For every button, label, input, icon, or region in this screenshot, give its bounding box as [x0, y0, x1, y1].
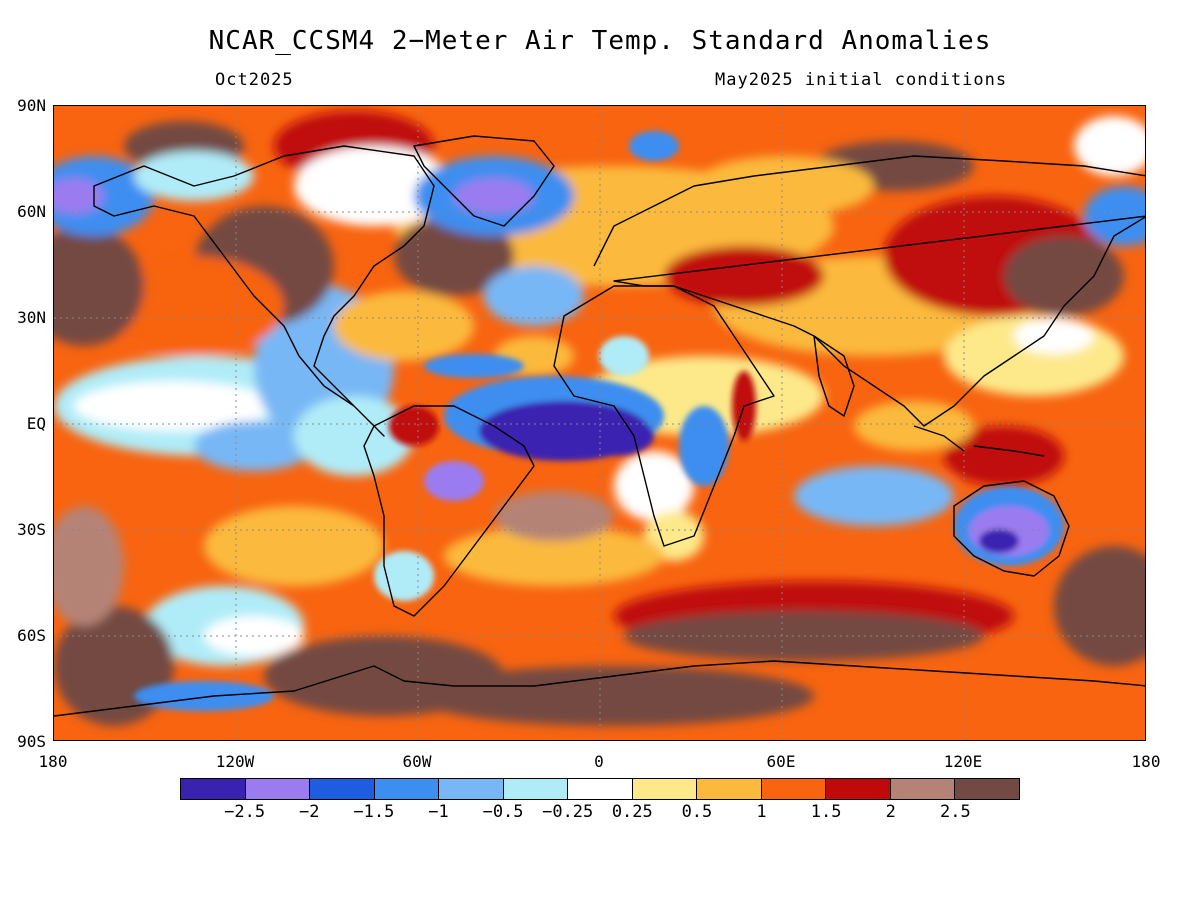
legend-swatch-2: [310, 779, 375, 799]
legend-tick-label: −1.5: [353, 802, 395, 822]
legend-tick-label: 0.25: [611, 802, 653, 822]
legend-tick-label: −2.5: [224, 802, 266, 822]
init-conditions-label: May2025 initial conditions: [715, 70, 1008, 90]
lat-label-60s: 60S: [17, 626, 46, 645]
lon-label-120w: 120W: [215, 752, 255, 771]
lon-label-60w: 60W: [402, 752, 432, 771]
legend-swatch-8: [697, 779, 762, 799]
legend-swatch-4: [439, 779, 504, 799]
valid-month-label: Oct2025: [215, 70, 294, 90]
legend-tick-label: 2.5: [940, 802, 971, 822]
lon-label-180e: 180: [1131, 752, 1161, 771]
legend-swatch-7: [632, 779, 698, 799]
legend-swatch-11: [890, 779, 956, 799]
lat-label-60n: 60N: [17, 202, 46, 221]
legend-tick-label: 1.5: [810, 802, 842, 822]
lon-label-0: 0: [594, 752, 604, 771]
legend-swatch-10: [826, 779, 891, 799]
legend-swatch-0: [181, 779, 246, 799]
legend-tick-label: 1: [756, 802, 767, 822]
legend-swatch-5: [503, 779, 569, 799]
lon-label-60e: 60E: [766, 752, 796, 771]
legend-swatch-12: [955, 779, 1019, 799]
chart-title: NCAR_CCSM4 2−Meter Air Temp. Standard An…: [208, 26, 992, 56]
legend-tick-label: 0.5: [681, 802, 713, 822]
legend-swatch-9: [761, 779, 827, 799]
legend-tick-label: −0.5: [482, 802, 524, 822]
lon-label-120e: 120E: [943, 752, 983, 771]
lat-label-90s: 90S: [17, 732, 46, 751]
lat-label-30s: 30S: [17, 520, 46, 539]
legend-tick-label: 2: [885, 802, 896, 822]
color-legend-bar: [180, 778, 1020, 800]
legend-tick-label: −2: [298, 802, 320, 822]
legend-tick-label: −1: [428, 802, 449, 822]
legend-swatch-1: [245, 779, 311, 799]
legend-tick-label: −0.25: [542, 802, 594, 822]
lat-label-eq: EQ: [26, 414, 46, 433]
anomaly-map: [53, 105, 1146, 741]
legend-swatch-3: [374, 779, 440, 799]
lat-label-30n: 30N: [17, 308, 46, 327]
legend-swatch-6: [568, 779, 633, 799]
lon-label-180w: 180: [38, 752, 68, 771]
lat-label-90n: 90N: [17, 96, 46, 115]
